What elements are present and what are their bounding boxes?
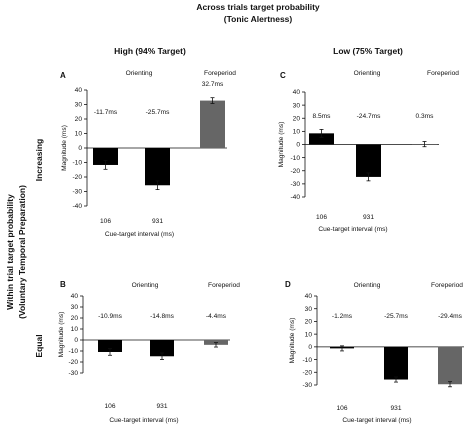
data-label: -25.7ms	[146, 109, 171, 116]
category-label: 106	[336, 405, 347, 412]
chart-panel-a: A Orienting Foreperiod 40 30 20 10 0 -10 -20 -30 -4…	[60, 70, 236, 238]
y-tick-label: 40	[75, 87, 83, 94]
bar	[309, 133, 334, 145]
y-tick-label: 10	[293, 129, 301, 136]
chart-panel-d: D Orienting Foreperiod 40 30 20 10 0 -10 -20 -30 Ma…	[285, 280, 464, 424]
category-label: 106	[100, 218, 111, 225]
data-label: -25.7ms	[384, 313, 409, 320]
y-tick-label: 0	[308, 344, 312, 351]
data-label: -14.8ms	[150, 313, 175, 320]
y-tick-label: -10	[72, 160, 82, 167]
panel-letter: A	[60, 71, 66, 80]
y-tick-label: 30	[293, 102, 301, 109]
chart-panel-b: B Orienting Foreperiod 40 30 20 10 0 -10 -20 -30 Ma…	[58, 280, 240, 424]
y-tick-label: 0	[78, 145, 82, 152]
side-label-line1: Within trial target probability	[5, 194, 15, 310]
group-label-foreperiod: Foreperiod	[427, 70, 459, 77]
figure-title: Across trials target probability	[196, 2, 320, 12]
data-label: -29.4ms	[438, 313, 463, 320]
y-tick-label: 40	[305, 293, 313, 300]
y-tick-label: 40	[71, 293, 79, 300]
bar	[145, 148, 170, 186]
y-tick-label: -10	[290, 155, 300, 162]
x-axis-label: Cue-target interval (ms)	[318, 226, 387, 233]
y-tick-label: -10	[68, 348, 78, 355]
row-label-equal: Equal	[34, 334, 44, 357]
y-tick-label: 10	[305, 331, 313, 338]
y-tick-label: 40	[293, 89, 301, 96]
category-label: 931	[156, 403, 167, 410]
data-label: -4.4ms	[206, 313, 227, 320]
column-header-high: High (94% Target)	[114, 46, 186, 56]
y-tick-label: -20	[290, 168, 300, 175]
y-tick-label: -30	[72, 189, 82, 196]
category-label: 106	[316, 214, 327, 221]
group-label-foreperiod: Foreperiod	[208, 282, 240, 289]
panel-letter: C	[280, 71, 286, 80]
data-label: 0.3ms	[416, 113, 435, 120]
y-axis-label: Magnitude (ms)	[58, 312, 65, 358]
x-axis-label: Cue-target interval (ms)	[342, 417, 411, 424]
data-label: -11.7ms	[94, 109, 118, 116]
y-tick-label: -20	[302, 369, 312, 376]
y-tick-label: 30	[71, 304, 79, 311]
y-tick-label: -20	[68, 359, 78, 366]
group-label-orienting: Orienting	[132, 282, 159, 289]
column-header-low: Low (75% Target)	[333, 46, 403, 56]
x-axis-label: Cue-target interval (ms)	[109, 417, 178, 424]
y-tick-label: 20	[293, 115, 301, 122]
y-tick-label: 30	[305, 306, 313, 313]
bar	[98, 340, 122, 352]
figure-subtitle: (Tonic Alertness)	[224, 14, 293, 24]
panel-letter: D	[285, 280, 291, 289]
bar	[438, 346, 462, 385]
category-label: 931	[363, 214, 374, 221]
data-label: 8.5ms	[313, 113, 332, 120]
bar	[384, 346, 408, 380]
category-label: 106	[104, 403, 115, 410]
data-label: -24.7ms	[357, 113, 382, 120]
group-label-foreperiod: Foreperiod	[204, 70, 236, 77]
y-tick-label: -40	[290, 194, 300, 201]
category-label: 931	[390, 405, 401, 412]
y-tick-label: -40	[72, 203, 82, 210]
panel-letter: B	[60, 280, 66, 289]
side-label-line2: (Voluntary Temporal Preparation)	[17, 185, 27, 319]
group-label-foreperiod: Foreperiod	[431, 282, 463, 289]
y-tick-label: 30	[75, 102, 83, 109]
y-axis-label: Magnitude (ms)	[61, 125, 68, 171]
y-tick-label: 20	[305, 319, 313, 326]
y-tick-label: -10	[302, 357, 312, 364]
group-label-orienting: Orienting	[354, 70, 381, 77]
y-tick-label: 20	[75, 116, 83, 123]
y-tick-label: 0	[296, 142, 300, 149]
y-axis-label: Magnitude (ms)	[278, 122, 285, 168]
data-label: -10.9ms	[98, 313, 123, 320]
y-tick-label: -30	[68, 370, 78, 377]
chart-panel-c: C Orienting Foreperiod 40 30 20 10 0 -10 -20 -30 -4…	[278, 70, 459, 233]
x-axis-label: Cue-target interval (ms)	[105, 231, 174, 238]
data-label: -1.2ms	[332, 313, 353, 320]
row-label-increasing: Increasing	[34, 139, 44, 182]
y-tick-label: 10	[75, 131, 83, 138]
y-tick-label: 20	[71, 315, 79, 322]
bar	[93, 148, 118, 165]
bar	[200, 100, 225, 148]
group-label-orienting: Orienting	[126, 70, 153, 77]
data-label: 32.7ms	[202, 81, 224, 88]
bar	[150, 340, 174, 357]
group-label-orienting: Orienting	[354, 282, 381, 289]
y-tick-label: 0	[74, 337, 78, 344]
y-tick-label: 10	[71, 326, 79, 333]
y-axis-label: Magnitude (ms)	[289, 318, 296, 364]
y-tick-label: -30	[290, 181, 300, 188]
y-tick-label: -20	[72, 174, 82, 181]
y-tick-label: -30	[302, 382, 312, 389]
bar	[356, 144, 381, 177]
chart-panels: A Orienting Foreperiod 40 30 20 10 0 -10 -20 -30 -4…	[58, 70, 464, 424]
category-label: 931	[152, 218, 163, 225]
